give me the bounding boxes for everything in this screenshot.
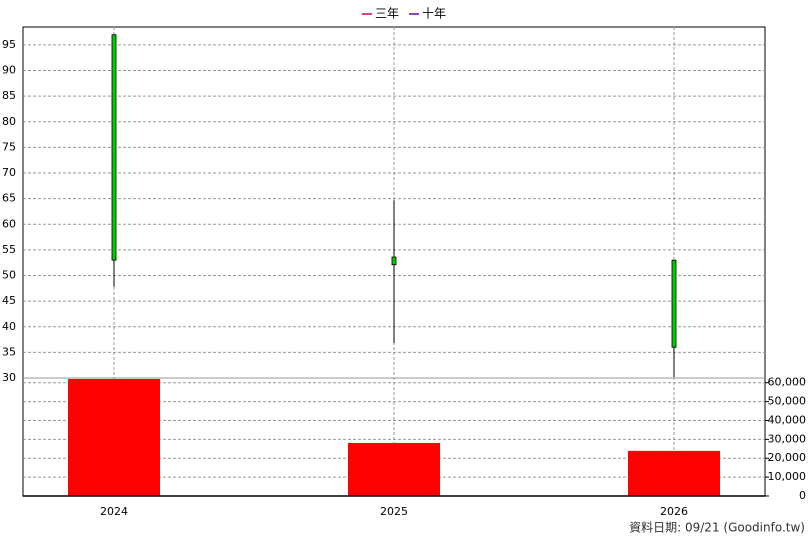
x-tick-label: 2026 [660,505,688,518]
footnote: 資料日期: 09/21 (Goodinfo.tw) [629,521,805,535]
y-tick-label: 50 [2,269,16,282]
legend-label: 三年 [375,7,399,21]
y-tick-label: 70 [2,166,16,179]
y-tick-label: 30 [2,371,16,384]
y-tick-label: 55 [2,243,16,256]
legend-label: 十年 [422,7,446,21]
x-tick-label: 2024 [100,505,128,518]
y-tick-label: 45 [2,294,16,307]
y2-tick-label: 50,000 [768,395,807,408]
candle-body [671,259,677,348]
y-tick-label: 35 [2,345,16,358]
y2-tick-label: 0 [799,489,806,502]
y-tick-label: 85 [2,89,16,102]
y2-tick-label: 40,000 [768,413,807,426]
y-tick-label: 75 [2,140,16,153]
y-tick-label: 95 [2,38,16,51]
y2-tick-label: 20,000 [768,451,807,464]
y-tick-label: 60 [2,217,16,230]
x-tick-label: 2025 [380,505,408,518]
y-tick-label: 80 [2,115,16,128]
candle-body [111,34,117,261]
volume-bar [348,442,440,496]
volume-bar [628,450,720,496]
y-tick-label: 90 [2,64,16,77]
y2-tick-label: 10,000 [768,470,807,483]
y-tick-label: 65 [2,192,16,205]
y-tick-label: 40 [2,320,16,333]
volume-bar [68,378,160,496]
y2-tick-label: 60,000 [768,376,807,389]
y2-tick-label: 30,000 [768,432,807,445]
candle-body [391,256,397,266]
